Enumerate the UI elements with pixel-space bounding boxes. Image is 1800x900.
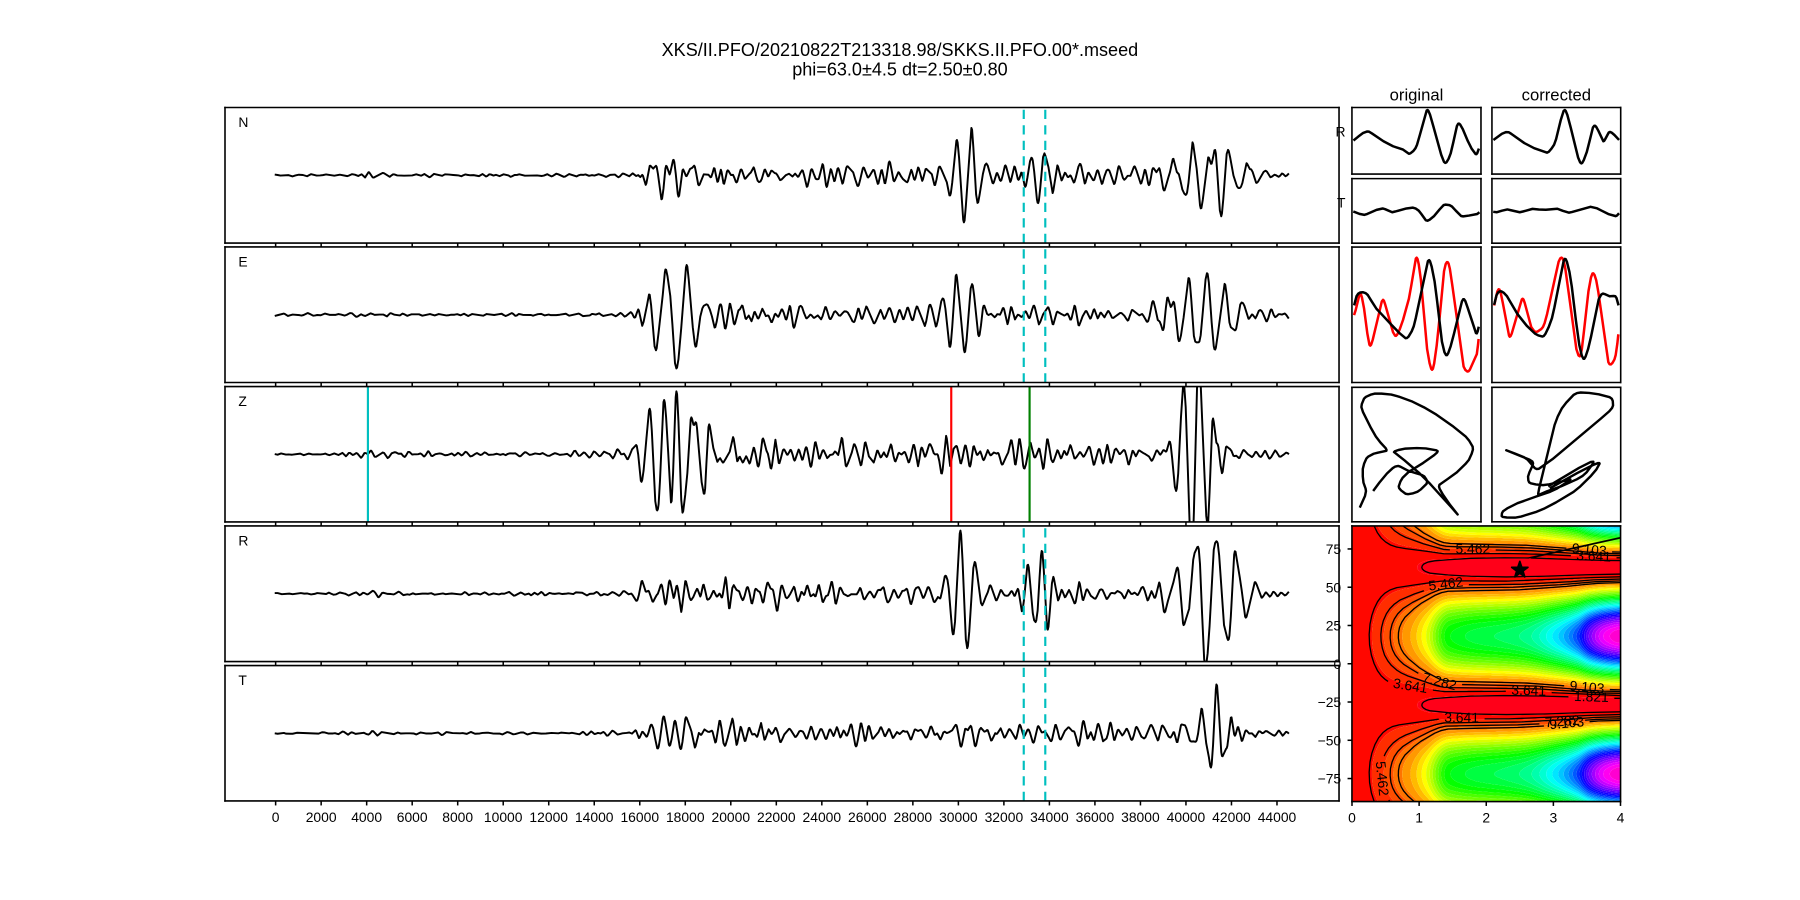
svg-text:original: original — [1390, 86, 1444, 105]
svg-text:22000: 22000 — [757, 809, 796, 825]
svg-text:18000: 18000 — [666, 809, 705, 825]
svg-text:XKS/II.PFO/20210822T213318.98/: XKS/II.PFO/20210822T213318.98/SKKS.II.PF… — [662, 40, 1139, 60]
svg-text:42000: 42000 — [1212, 809, 1251, 825]
svg-text:3: 3 — [1550, 809, 1558, 825]
svg-text:44000: 44000 — [1258, 809, 1297, 825]
svg-text:2000: 2000 — [306, 809, 337, 825]
svg-text:corrected: corrected — [1522, 86, 1591, 105]
svg-text:N: N — [238, 114, 248, 130]
svg-text:−25: −25 — [1318, 694, 1342, 710]
svg-text:9.103: 9.103 — [1571, 540, 1607, 559]
svg-text:0: 0 — [1333, 656, 1341, 672]
svg-text:4000: 4000 — [351, 809, 382, 825]
svg-text:9.103: 9.103 — [1569, 677, 1605, 696]
svg-text:75: 75 — [1326, 541, 1342, 557]
svg-text:7.282: 7.282 — [1544, 712, 1580, 731]
svg-text:28000: 28000 — [894, 809, 933, 825]
svg-text:50: 50 — [1326, 579, 1342, 595]
svg-text:16000: 16000 — [620, 809, 659, 825]
svg-text:5.462: 5.462 — [1373, 760, 1392, 796]
svg-text:6000: 6000 — [397, 809, 428, 825]
svg-text:1: 1 — [1415, 809, 1423, 825]
svg-text:phi=63.0±4.5 dt=2.50±0.80: phi=63.0±4.5 dt=2.50±0.80 — [792, 60, 1008, 80]
svg-text:8000: 8000 — [442, 809, 473, 825]
svg-text:R: R — [1335, 124, 1345, 140]
svg-text:1.821: 1.821 — [1574, 688, 1610, 705]
svg-text:36000: 36000 — [1076, 809, 1115, 825]
svg-text:20000: 20000 — [711, 809, 750, 825]
svg-text:E: E — [238, 254, 247, 270]
svg-text:T: T — [1337, 195, 1346, 211]
svg-text:38000: 38000 — [1121, 809, 1160, 825]
svg-text:32000: 32000 — [985, 809, 1024, 825]
svg-text:0: 0 — [1348, 809, 1356, 825]
svg-text:34000: 34000 — [1030, 809, 1069, 825]
svg-text:T: T — [238, 672, 247, 688]
svg-text:3.641: 3.641 — [1444, 709, 1479, 725]
svg-text:3.641: 3.641 — [1392, 675, 1429, 696]
svg-text:10000: 10000 — [484, 809, 523, 825]
svg-text:25: 25 — [1326, 618, 1342, 634]
svg-text:Z: Z — [238, 393, 247, 409]
svg-text:5.462: 5.462 — [1428, 573, 1465, 593]
svg-text:3.641: 3.641 — [1576, 547, 1612, 565]
svg-text:−50: −50 — [1318, 732, 1342, 748]
svg-text:12000: 12000 — [529, 809, 568, 825]
svg-text:9.103: 9.103 — [1549, 713, 1585, 732]
svg-text:40000: 40000 — [1167, 809, 1206, 825]
svg-text:14000: 14000 — [575, 809, 614, 825]
svg-text:2: 2 — [1482, 809, 1490, 825]
svg-text:30000: 30000 — [939, 809, 978, 825]
svg-text:3.641: 3.641 — [1511, 682, 1546, 699]
svg-text:5.462: 5.462 — [1455, 541, 1490, 557]
svg-text:0: 0 — [272, 809, 280, 825]
svg-text:26000: 26000 — [848, 809, 887, 825]
svg-text:R: R — [238, 533, 248, 549]
svg-text:24000: 24000 — [803, 809, 842, 825]
svg-text:−75: −75 — [1318, 771, 1342, 787]
svg-text:4: 4 — [1617, 809, 1625, 825]
